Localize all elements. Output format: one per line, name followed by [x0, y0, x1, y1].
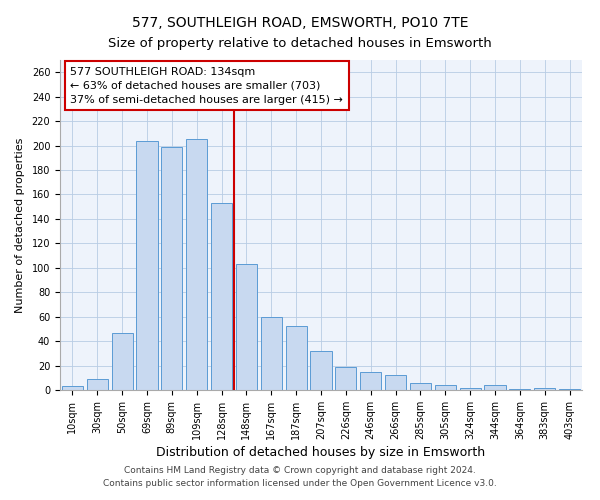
Bar [236, 264, 257, 390]
Bar [186, 140, 207, 390]
Bar [534, 388, 555, 390]
Bar [310, 351, 332, 390]
Bar [161, 147, 182, 390]
Bar [435, 385, 456, 390]
Text: 577, SOUTHLEIGH ROAD, EMSWORTH, PO10 7TE: 577, SOUTHLEIGH ROAD, EMSWORTH, PO10 7TE [132, 16, 468, 30]
X-axis label: Distribution of detached houses by size in Emsworth: Distribution of detached houses by size … [157, 446, 485, 459]
Text: Contains HM Land Registry data © Crown copyright and database right 2024.
Contai: Contains HM Land Registry data © Crown c… [103, 466, 497, 487]
Bar [484, 385, 506, 390]
Bar [112, 332, 133, 390]
Bar [509, 389, 530, 390]
Bar [559, 389, 580, 390]
Text: 577 SOUTHLEIGH ROAD: 134sqm
← 63% of detached houses are smaller (703)
37% of se: 577 SOUTHLEIGH ROAD: 134sqm ← 63% of det… [70, 66, 343, 104]
Bar [460, 388, 481, 390]
Y-axis label: Number of detached properties: Number of detached properties [15, 138, 25, 312]
Bar [360, 372, 381, 390]
Bar [136, 140, 158, 390]
Bar [335, 367, 356, 390]
Bar [410, 382, 431, 390]
Bar [385, 376, 406, 390]
Bar [62, 386, 83, 390]
Bar [87, 379, 108, 390]
Bar [261, 316, 282, 390]
Bar [286, 326, 307, 390]
Bar [211, 203, 232, 390]
Text: Size of property relative to detached houses in Emsworth: Size of property relative to detached ho… [108, 37, 492, 50]
